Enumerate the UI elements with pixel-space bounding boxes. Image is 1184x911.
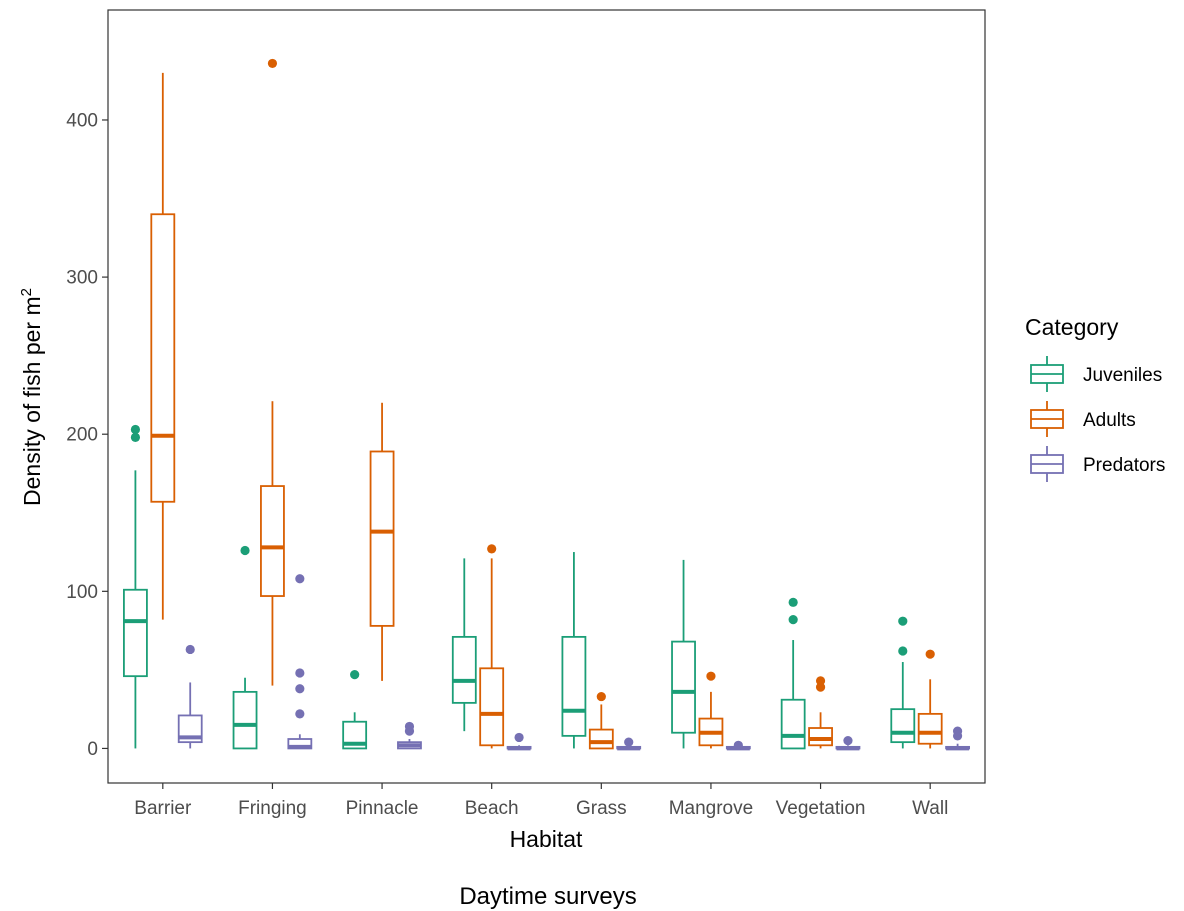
x-tick-label: Fringing — [238, 798, 307, 819]
outlier-point — [815, 682, 826, 692]
plot-panel-border — [107, 9, 986, 784]
box-juveniles-barrier — [123, 424, 148, 749]
x-tick-label: Beach — [465, 798, 519, 819]
y-tick-label: 300 — [66, 268, 98, 289]
outlier-point — [295, 709, 305, 719]
box-adults-mangrove — [698, 671, 724, 749]
box-body — [232, 690, 258, 750]
outlier-point — [706, 671, 716, 681]
box-adults-vegetation — [808, 676, 833, 749]
outlier-point — [898, 616, 908, 626]
x-tick-label: Mangrove — [669, 798, 754, 819]
legend-item-predators: Predators — [1030, 446, 1165, 482]
box-predators-barrier — [177, 644, 203, 749]
y-tick-label: 0 — [87, 739, 98, 760]
box-juveniles-mangrove — [671, 559, 696, 749]
box-adults-wall — [917, 649, 943, 749]
box-body — [917, 712, 943, 745]
outlier-point — [843, 735, 853, 746]
y-tick-label: 100 — [66, 582, 98, 603]
x-axis: Barrier Fringing Pinnacle Beach Grass Mangrov… — [134, 783, 948, 819]
outlier-point — [514, 732, 524, 743]
x-tick-label: Barrier — [134, 798, 192, 819]
y-tick-label: 200 — [66, 425, 98, 446]
box-juveniles-wall — [890, 616, 916, 749]
outlier-point — [733, 740, 743, 750]
box-body — [260, 485, 285, 597]
outlier-point — [295, 668, 305, 678]
y-tick-label: 400 — [66, 110, 98, 131]
outlier-point — [952, 726, 963, 736]
box-body — [588, 728, 614, 750]
box-body — [890, 708, 916, 744]
y-axis-title: Density of fish per m2 — [18, 288, 45, 506]
box-predators-mangrove — [725, 740, 751, 751]
box-adults-fringing — [260, 58, 285, 686]
outlier-point — [185, 644, 195, 655]
outlier-point — [898, 646, 908, 656]
outlier-point — [788, 597, 798, 607]
x-tick-label: Grass — [576, 798, 627, 819]
legend-item-juveniles: Juveniles — [1030, 356, 1162, 392]
box-predators-wall — [945, 726, 970, 751]
box-predators-beach — [506, 732, 532, 751]
box-adults-grass — [588, 691, 614, 750]
outlier-point — [267, 58, 278, 69]
outlier-point — [295, 574, 305, 584]
box-predators-vegetation — [835, 735, 861, 751]
legend-label: Adults — [1083, 410, 1136, 431]
legend-label: Predators — [1083, 455, 1165, 476]
y-axis-title-text: Density of fish per m — [19, 296, 45, 506]
box-predators-fringing — [287, 574, 313, 750]
box-adults-beach — [479, 544, 505, 749]
box-adults-pinnacle — [369, 402, 395, 681]
y-axis-title-superscript: 2 — [18, 288, 35, 296]
outlier-point — [596, 691, 606, 702]
box-body — [479, 667, 505, 747]
box-predators-pinnacle — [397, 721, 422, 750]
box-juveniles-grass — [561, 552, 587, 749]
outlier-point — [130, 432, 141, 442]
outlier-point — [815, 676, 826, 686]
box-body — [123, 588, 148, 678]
outlier-point — [624, 737, 634, 747]
outlier-point — [404, 721, 415, 732]
legend-label: Juveniles — [1083, 365, 1162, 386]
outlier-point — [788, 615, 798, 625]
legend-title: Category — [1025, 314, 1119, 340]
box-body — [451, 635, 477, 704]
box-body — [369, 450, 395, 627]
outlier-point — [130, 424, 141, 435]
outlier-point — [295, 684, 305, 694]
outlier-point — [925, 649, 935, 659]
legend-item-adults: Adults — [1030, 401, 1136, 437]
outlier-point — [487, 544, 497, 554]
outlier-point — [240, 545, 250, 556]
box-body — [150, 213, 176, 503]
box-body — [780, 698, 806, 750]
box-body — [808, 727, 833, 747]
caption: Daytime surveys — [459, 883, 636, 910]
box-juveniles-pinnacle — [342, 669, 368, 750]
box-body — [671, 640, 696, 734]
plot-marks — [123, 58, 970, 751]
legend: Category Juveniles Adults Predators — [1025, 314, 1165, 482]
y-axis: 0 100 200 300 400 — [66, 110, 108, 760]
series-predators — [177, 574, 970, 751]
series-adults — [150, 58, 943, 750]
box-juveniles-vegetation — [780, 597, 806, 750]
series-juveniles — [123, 424, 916, 750]
x-tick-label: Pinnacle — [346, 798, 419, 819]
x-tick-label: Vegetation — [776, 798, 866, 819]
box-adults-barrier — [150, 72, 176, 620]
box-juveniles-fringing — [232, 545, 258, 750]
box-body — [561, 635, 587, 737]
box-juveniles-beach — [451, 558, 477, 732]
x-axis-title: Habitat — [510, 826, 583, 852]
x-tick-label: Wall — [912, 798, 948, 819]
box-predators-grass — [616, 737, 642, 751]
outlier-point — [350, 669, 360, 680]
